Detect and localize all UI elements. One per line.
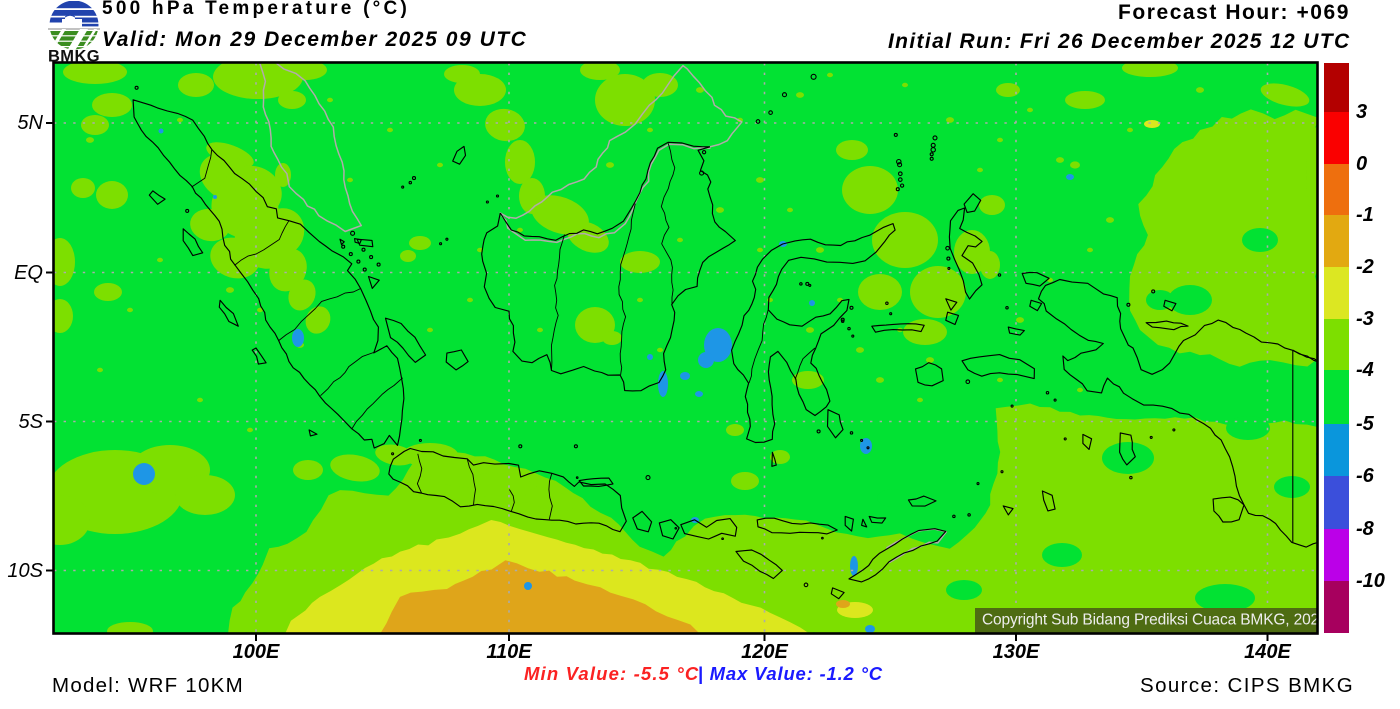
svg-text:BMKG: BMKG — [48, 48, 100, 64]
svg-text:Copyright Sub Bidang Prediksi: Copyright Sub Bidang Prediksi Cuaca BMKG… — [982, 612, 1327, 629]
